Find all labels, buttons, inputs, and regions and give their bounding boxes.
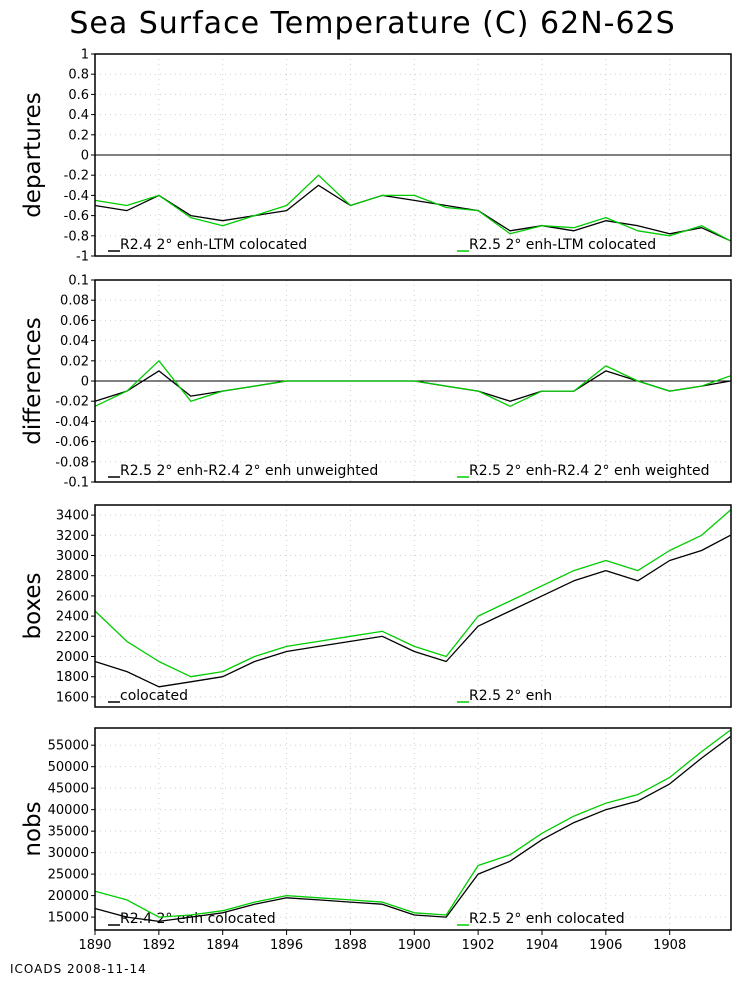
plot-frame bbox=[94, 727, 732, 931]
plot-frame bbox=[94, 504, 732, 708]
legend-label: R2.4 2° enh colocated bbox=[120, 911, 276, 927]
series-line-black bbox=[94, 370, 731, 402]
y-tick-label: 20000 bbox=[48, 889, 89, 904]
y-tick-label: 0 bbox=[81, 375, 89, 390]
legend-label: R2.5 2° enh-LTM colocated bbox=[469, 237, 656, 253]
y-tick-label: 50000 bbox=[48, 760, 89, 775]
legend-label: R2.5 2° enh bbox=[469, 688, 552, 704]
x-tick-label: 1894 bbox=[206, 938, 239, 953]
x-tick-label: 1902 bbox=[462, 938, 495, 953]
series-line-green bbox=[94, 509, 731, 678]
x-tick-label: 1906 bbox=[589, 938, 622, 953]
y-tick-label: 2600 bbox=[56, 589, 89, 604]
y-tick-label: -0.2 bbox=[64, 169, 89, 184]
y-tick-label: 0.08 bbox=[60, 294, 89, 309]
series-line-green bbox=[94, 729, 731, 918]
y-tick-label: -0.06 bbox=[55, 435, 89, 450]
x-tick-label: 1890 bbox=[78, 938, 111, 953]
y-tick-label: 3000 bbox=[56, 549, 89, 564]
y-tick-label: 0.1 bbox=[68, 274, 89, 289]
y-tick-label: 2400 bbox=[56, 610, 89, 625]
y-tick-label: -0.04 bbox=[55, 415, 89, 430]
y-tick-label: -0.02 bbox=[55, 395, 89, 410]
y-tick-label: 2000 bbox=[56, 650, 89, 665]
y-tick-label: 35000 bbox=[48, 825, 89, 840]
y-tick-label: 0.2 bbox=[68, 128, 89, 143]
y-tick-label: 55000 bbox=[48, 739, 89, 754]
y-tick-label: 1600 bbox=[56, 690, 89, 705]
y-axis-label: departures bbox=[20, 92, 46, 218]
x-tick-label: 1896 bbox=[270, 938, 303, 953]
y-tick-label: -0.08 bbox=[55, 455, 89, 470]
y-tick-label: 2800 bbox=[56, 569, 89, 584]
y-tick-label: 0.6 bbox=[68, 88, 89, 103]
y-tick-label: -0.1 bbox=[64, 476, 89, 491]
y-tick-label: 25000 bbox=[48, 868, 89, 883]
y-tick-label: 0.4 bbox=[68, 108, 89, 123]
footer-label: ICOADS 2008-11-14 bbox=[10, 962, 147, 976]
legend-label: R2.5 2° enh-R2.4 2° enh weighted bbox=[469, 463, 710, 479]
y-tick-label: 3400 bbox=[56, 509, 89, 524]
series-line-black bbox=[94, 736, 731, 923]
series-line-black bbox=[94, 534, 731, 688]
x-tick-label: 1904 bbox=[525, 938, 558, 953]
y-tick-label: 1 bbox=[81, 48, 89, 63]
y-tick-label: 15000 bbox=[48, 911, 89, 926]
y-tick-label: 40000 bbox=[48, 803, 89, 818]
y-axis-label: differences bbox=[20, 317, 46, 444]
y-tick-label: -0.8 bbox=[64, 229, 89, 244]
y-tick-label: 0.04 bbox=[60, 334, 89, 349]
y-tick-label: 3200 bbox=[56, 529, 89, 544]
legend-label: R2.5 2° enh colocated bbox=[469, 911, 625, 927]
legend-label: R2.4 2° enh-LTM colocated bbox=[120, 237, 307, 253]
legend-label: R2.5 2° enh-R2.4 2° enh unweighted bbox=[120, 463, 378, 479]
y-tick-label: -0.6 bbox=[64, 209, 89, 224]
y-tick-label: -0.4 bbox=[64, 189, 89, 204]
y-tick-label: 0 bbox=[81, 149, 89, 164]
y-tick-label: 30000 bbox=[48, 846, 89, 861]
y-axis-label: boxes bbox=[20, 572, 46, 639]
series-line-black bbox=[94, 184, 731, 242]
y-tick-label: 2200 bbox=[56, 630, 89, 645]
series-line-green bbox=[94, 360, 731, 407]
y-tick-label: 1800 bbox=[56, 670, 89, 685]
x-tick-label: 1908 bbox=[653, 938, 686, 953]
legend-label: colocated bbox=[120, 688, 188, 704]
y-axis-label: nobs bbox=[20, 801, 46, 856]
series-line-green bbox=[94, 174, 731, 242]
y-tick-label: 0.8 bbox=[68, 68, 89, 83]
y-tick-label: 0.02 bbox=[60, 354, 89, 369]
x-tick-label: 1900 bbox=[398, 938, 431, 953]
x-tick-label: 1898 bbox=[334, 938, 367, 953]
y-tick-label: 45000 bbox=[48, 782, 89, 797]
x-tick-label: 1892 bbox=[142, 938, 175, 953]
y-tick-label: 0.06 bbox=[60, 314, 89, 329]
chart-title: Sea Surface Temperature (C) 62N-62S bbox=[69, 6, 676, 41]
y-tick-label: -1 bbox=[76, 250, 89, 265]
